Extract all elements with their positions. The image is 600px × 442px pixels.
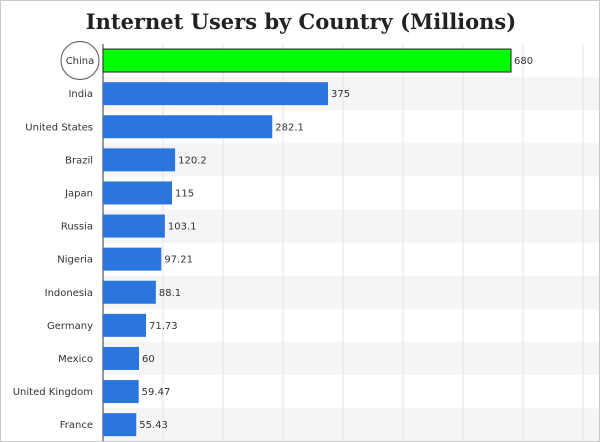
data-label: 115: [175, 188, 194, 199]
data-label: 120.2: [178, 155, 207, 166]
data-label: 88.1: [159, 288, 181, 299]
data-label: 97.21: [164, 255, 193, 266]
row-band: [103, 209, 599, 243]
category-label: Japan: [64, 188, 93, 199]
row-band: [103, 341, 599, 375]
category-label: Russia: [61, 222, 93, 233]
data-label: 680: [514, 56, 533, 67]
row-band: [103, 275, 599, 309]
category-label: Indonesia: [45, 288, 93, 299]
category-label: Brazil: [65, 155, 93, 166]
data-label: 60: [142, 354, 155, 365]
bar-germany: [103, 313, 147, 337]
chart-title: Internet Users by Country (Millions): [85, 9, 517, 34]
category-label: France: [60, 420, 93, 431]
data-label: 282.1: [275, 122, 304, 133]
bar-india: [103, 82, 328, 106]
data-label: 59.47: [142, 387, 171, 398]
category-label: India: [68, 89, 93, 100]
data-label: 55.43: [139, 420, 168, 431]
bar-united-states: [103, 115, 273, 139]
data-label: 103.1: [168, 222, 197, 233]
bar-japan: [103, 181, 172, 205]
category-label: Germany: [47, 321, 93, 332]
bar-indonesia: [103, 280, 156, 304]
row-band: [103, 408, 599, 441]
bar-nigeria: [103, 247, 162, 271]
category-label: United States: [25, 122, 93, 133]
category-label: Nigeria: [57, 255, 93, 266]
bar-russia: [103, 214, 165, 238]
data-label: 71.73: [149, 321, 178, 332]
data-label: 375: [331, 89, 350, 100]
highlight-circle: [60, 41, 100, 81]
bar-united-kingdom: [103, 380, 139, 404]
category-label: United Kingdom: [13, 387, 93, 398]
row-band: [103, 143, 599, 177]
bar-china: [102, 48, 512, 73]
bar-mexico: [103, 346, 139, 370]
bar-france: [103, 413, 137, 437]
category-label: China: [66, 56, 95, 67]
bar-brazil: [103, 148, 176, 172]
category-label: Mexico: [58, 354, 93, 365]
